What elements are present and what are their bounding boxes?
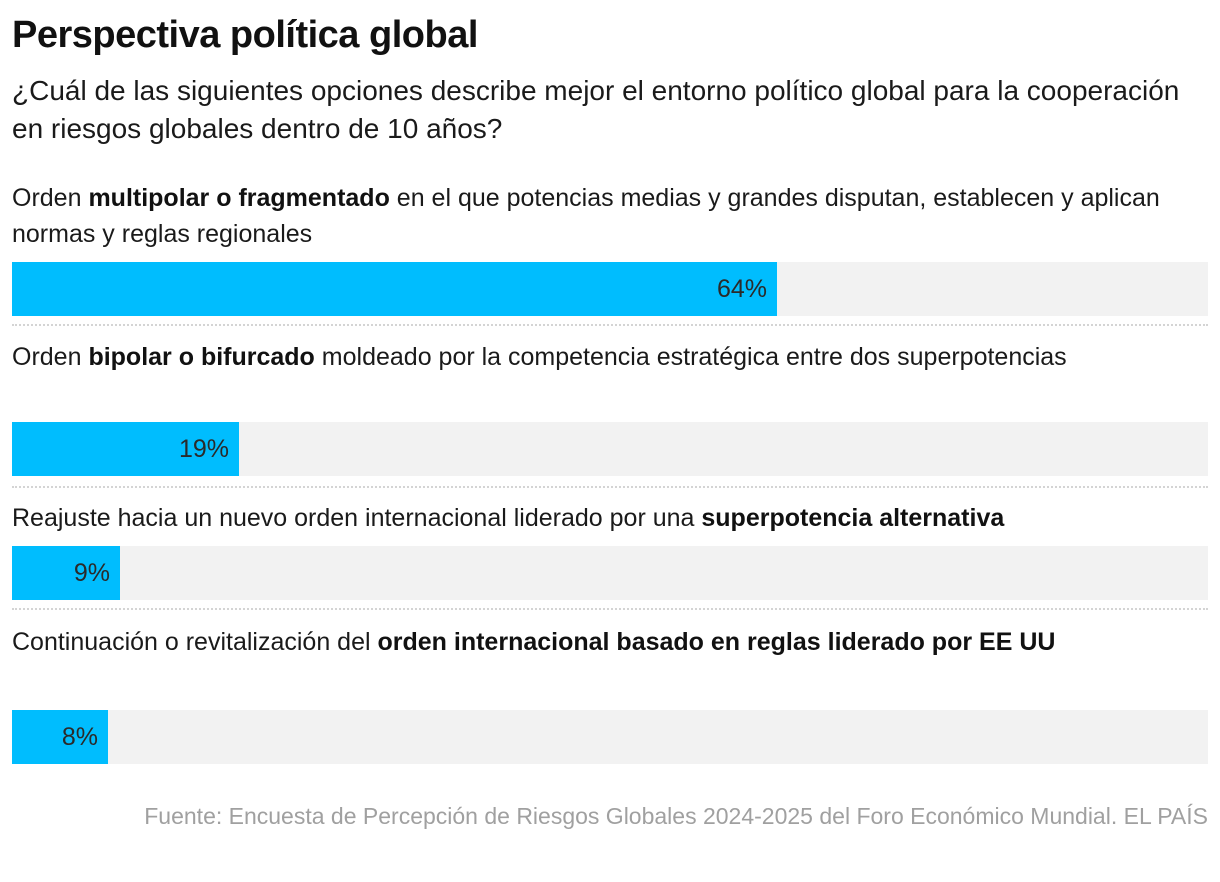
bar-track: 9% xyxy=(12,546,1208,600)
row-divider xyxy=(12,324,1208,326)
chart-subtitle: ¿Cuál de las siguientes opciones describ… xyxy=(12,75,1180,144)
bar-row: Orden bipolar o bifurcado moldeado por l… xyxy=(12,339,1208,375)
category-label: Continuación o revitalización del orden … xyxy=(12,628,1056,656)
row-divider xyxy=(12,486,1208,488)
bar-track: 19% xyxy=(12,422,1208,476)
bar-track: 64% xyxy=(12,262,1208,316)
source-note: Fuente: Encuesta de Percepción de Riesgo… xyxy=(144,803,1208,829)
category-label: Reajuste hacia un nuevo orden internacio… xyxy=(12,504,1005,532)
data-label: 19% xyxy=(178,435,229,463)
bar-row: Orden multipolar o fragmentado en el que… xyxy=(12,180,1208,252)
category-label: Orden multipolar o fragmentado en el que… xyxy=(12,184,1160,248)
bar xyxy=(12,710,108,764)
bar xyxy=(12,262,777,316)
bar-track: 8% xyxy=(12,710,1208,764)
bar-row: Reajuste hacia un nuevo orden internacio… xyxy=(12,500,1208,536)
row-divider xyxy=(12,608,1208,610)
bar-row: Continuación o revitalización del orden … xyxy=(12,624,1208,660)
category-label: Orden bipolar o bifurcado moldeado por l… xyxy=(12,343,1067,371)
bar xyxy=(12,546,120,600)
data-label: 64% xyxy=(716,275,767,303)
chart-title: Perspectiva política global xyxy=(12,14,478,56)
data-label: 8% xyxy=(61,723,98,751)
bar xyxy=(12,422,239,476)
data-label: 9% xyxy=(73,559,110,587)
